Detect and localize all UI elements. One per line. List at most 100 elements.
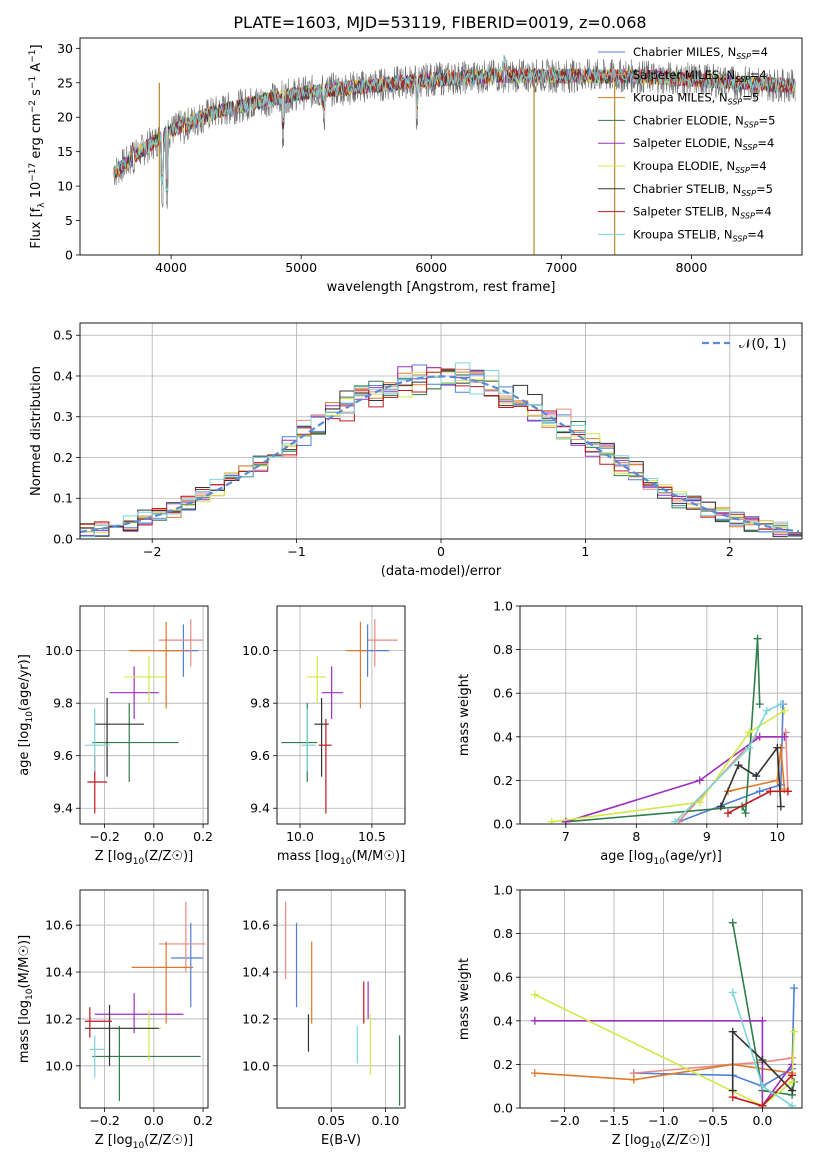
y-tick-label: 10.0	[45, 1058, 73, 1073]
y-tick-label: 10.2	[45, 1011, 73, 1026]
y-tick-label: 9.4	[53, 801, 73, 816]
weight-point-marker	[530, 990, 539, 999]
weight-series-line	[565, 736, 785, 823]
x-tick-label: 10	[769, 829, 785, 844]
x-axis-label: Z [log10(Z/Z☉)]	[612, 1133, 710, 1151]
errorbar-point	[131, 941, 194, 1024]
x-tick-label: 4000	[155, 260, 187, 275]
weight-point-marker	[752, 772, 761, 781]
x-axis-label: Z [log10(Z/Z☉)]	[95, 849, 193, 867]
y-tick-label: 0.6	[493, 970, 513, 985]
axes-frame	[79, 322, 803, 540]
weight-point-marker	[530, 1016, 539, 1025]
x-axis-label: E(B-V)	[321, 1133, 361, 1148]
y-tick-label: 10.4	[45, 965, 73, 980]
weight-point-marker	[547, 817, 556, 824]
y-tick-label: 10	[57, 179, 73, 194]
y-tick-label: 0.5	[53, 328, 73, 343]
y-tick-label: 9.8	[53, 696, 73, 711]
y-axis-label: mass [log10(M/M☉)]	[17, 935, 35, 1063]
y-tick-label: 10.6	[45, 918, 73, 933]
errorbar-point	[346, 621, 368, 709]
axes-frame	[519, 889, 803, 1109]
legend-label: Kroupa STELIB, NSSP=4	[633, 227, 764, 243]
errorbar-point	[318, 718, 332, 814]
x-tick-label: 0	[437, 544, 445, 559]
errorbar-point	[94, 697, 144, 777]
weight-point-marker	[758, 1101, 767, 1108]
axes-frame	[79, 889, 209, 1109]
weight-point-marker	[776, 700, 785, 709]
y-axis-label: Flux [fλ 10−17 erg cm−2 s−1 A−1]	[28, 44, 47, 248]
y-axis-label: mass weight	[457, 958, 472, 1040]
x-tick-label: 7000	[545, 260, 577, 275]
weight-point-marker	[780, 732, 789, 741]
y-tick-label: 0.6	[493, 686, 513, 701]
weight-series-line	[731, 1029, 793, 1092]
x-tick-label: −2	[143, 544, 161, 559]
x-tick-label: 0.10	[372, 1113, 400, 1128]
mass-age-panel: 10.0 10.5 9.4 9.6 9.8 10.0 mass [log10(M/M☉)]	[242, 605, 406, 867]
z-mass-panel: −0.2 0.0 0.2 10.0 10.2 10.4 10.6 Z [log10(Z/Z☉)…	[17, 889, 213, 1151]
legend-label: Chabrier STELIB, NSSP=5	[633, 182, 773, 198]
weight-point-marker	[790, 984, 799, 993]
errorbar-point	[84, 1004, 159, 1066]
y-tick-label: 0.2	[493, 1057, 513, 1072]
y-tick-label: 0.0	[493, 1101, 513, 1116]
x-tick-label: 1	[581, 544, 589, 559]
weight-series-line	[633, 1057, 793, 1074]
x-tick-label: 0.05	[317, 1113, 345, 1128]
y-axis-label: mass weight	[457, 674, 472, 756]
x-axis-label: age [log10(age/yr)]	[600, 849, 722, 867]
weight-point-marker	[788, 1086, 797, 1095]
x-tick-label: 10.5	[358, 829, 386, 844]
y-tick-label: 0.8	[493, 926, 513, 941]
axes-frame	[519, 605, 803, 825]
y-tick-label: 25	[57, 75, 73, 90]
legend-label: Chabrier ELODIE, NSSP=5	[633, 113, 775, 129]
weight-point-marker	[753, 634, 762, 643]
histogram-step	[80, 369, 802, 538]
y-tick-label: 0.4	[53, 368, 73, 383]
weight-point-marker	[776, 802, 785, 811]
y-tick-label: 0.0	[53, 532, 73, 547]
errorbar-point	[84, 1007, 112, 1038]
weight-series-line	[565, 638, 761, 823]
weight-point-marker	[758, 1082, 767, 1091]
weight-point-marker	[783, 787, 792, 796]
errorbar-point	[281, 703, 318, 782]
x-tick-label: −1.5	[599, 1113, 629, 1128]
weight-series-line	[551, 709, 785, 823]
weight-point-marker	[780, 706, 789, 715]
legend-label: Salpeter STELIB, NSSP=4	[633, 205, 772, 221]
weight-point-marker	[741, 809, 750, 818]
x-tick-label: −2.0	[549, 1113, 579, 1128]
age-weight-panel: 7 8 9 10 0.0 0.2 0.4 0.6 0.8 1.0 age [log10(age/yr…	[457, 599, 803, 867]
x-axis-label: (data-model)/error	[381, 564, 502, 579]
y-tick-label: 0.8	[493, 642, 513, 657]
weight-series-line	[674, 703, 782, 823]
weight-point-marker	[758, 1016, 767, 1025]
weight-series-line	[720, 745, 782, 807]
weight-point-marker	[728, 1093, 737, 1102]
x-tick-label: 2	[726, 544, 734, 559]
z-age-panel: −0.2 0.0 0.2 9.4 9.6 9.8 10.0 Z [log10(Z/Z☉)] ag…	[17, 605, 213, 867]
spectrum-model-line	[113, 56, 796, 192]
y-tick-label: 1.0	[493, 883, 513, 898]
weight-point-marker	[728, 1027, 737, 1036]
weight-point-marker	[671, 817, 680, 824]
legend-label: Salpeter MILES, NSSP=4	[633, 68, 767, 84]
errorbar-point	[158, 619, 204, 667]
weight-point-marker	[790, 1027, 799, 1036]
x-axis-label: wavelength [Angstrom, rest frame]	[327, 280, 556, 295]
y-axis-label: Normed distribution	[29, 366, 44, 496]
errorbar-point	[367, 619, 398, 667]
weight-point-marker	[695, 798, 704, 807]
y-tick-label: 9.6	[53, 748, 73, 763]
spectrum-panel: 4000 5000 6000 7000 8000 0 5 10 15 20 25 30 waveleng…	[28, 37, 803, 295]
y-tick-label: 9.4	[250, 801, 270, 816]
errorbar-point	[109, 666, 159, 719]
x-tick-label: 9	[703, 829, 711, 844]
spectrum-legend: Chabrier MILES, NSSP=4 Salpeter MILES, NS…	[598, 45, 775, 243]
